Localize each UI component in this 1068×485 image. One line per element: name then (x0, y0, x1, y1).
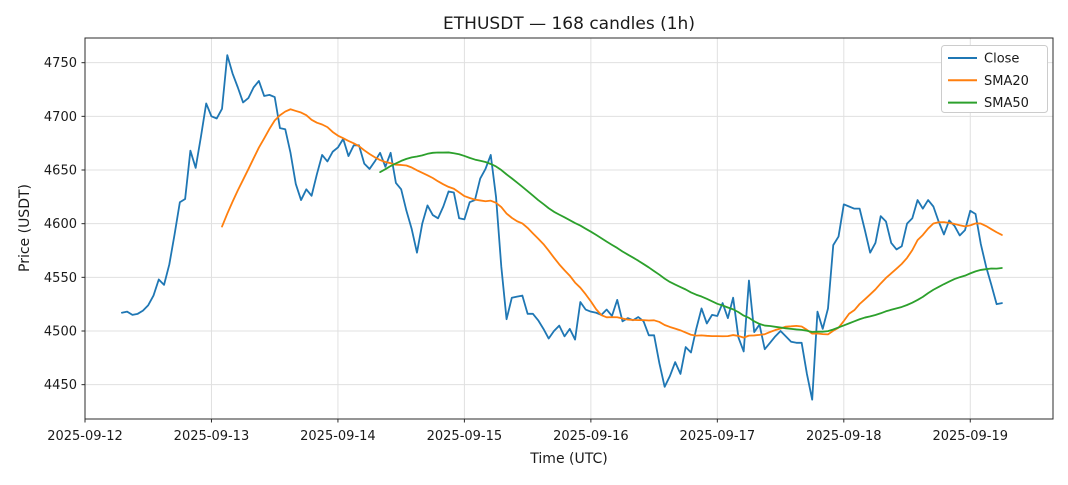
legend-label: Close (984, 52, 1019, 67)
sma20-line (221, 108, 1003, 339)
plot-area (85, 38, 1053, 419)
legend-label: SMA50 (984, 96, 1029, 111)
x-tick-label: 2025-09-15 (427, 429, 503, 444)
axis-ticks: 2025-09-12 2025-09-13 2025-09-14 2025-09-15… (44, 56, 1008, 444)
x-tick-label: 2025-09-13 (174, 429, 250, 444)
y-tick-label: 4750 (44, 56, 77, 71)
plot-border (84, 37, 1054, 420)
legend-label: SMA20 (984, 74, 1029, 89)
y-tick-label: 4700 (44, 110, 77, 125)
y-tick-label: 4500 (44, 324, 77, 339)
legend-item-sma50: SMA50 (948, 96, 1029, 111)
close-line (120, 54, 1003, 401)
legend: Close SMA20 SMA50 (941, 45, 1048, 113)
data-series-lines (120, 54, 1003, 401)
x-tick-label: 2025-09-14 (300, 429, 376, 444)
x-tick-label: 2025-09-16 (553, 429, 629, 444)
y-tick-label: 4650 (44, 164, 77, 179)
x-tick-label: 2025-09-19 (932, 429, 1008, 444)
y-tick-label: 4450 (44, 378, 77, 393)
gridlines (84, 38, 1053, 419)
legend-item-sma20: SMA20 (948, 74, 1029, 89)
x-tick-label: 2025-09-18 (806, 429, 882, 444)
legend-box (941, 45, 1048, 113)
x-tick-label: 2025-09-17 (680, 429, 756, 444)
y-tick-label: 4550 (44, 271, 77, 286)
x-tick-label: 2025-09-12 (47, 429, 123, 444)
sma50-line (379, 151, 1003, 333)
legend-item-close: Close (948, 52, 1019, 67)
y-tick-label: 4600 (44, 217, 77, 232)
chart-title: ETHUSDT — 168 candles (1h) (443, 14, 695, 34)
y-axis-label: Price (USDT) (17, 184, 33, 272)
x-axis-label: Time (UTC) (529, 451, 607, 467)
